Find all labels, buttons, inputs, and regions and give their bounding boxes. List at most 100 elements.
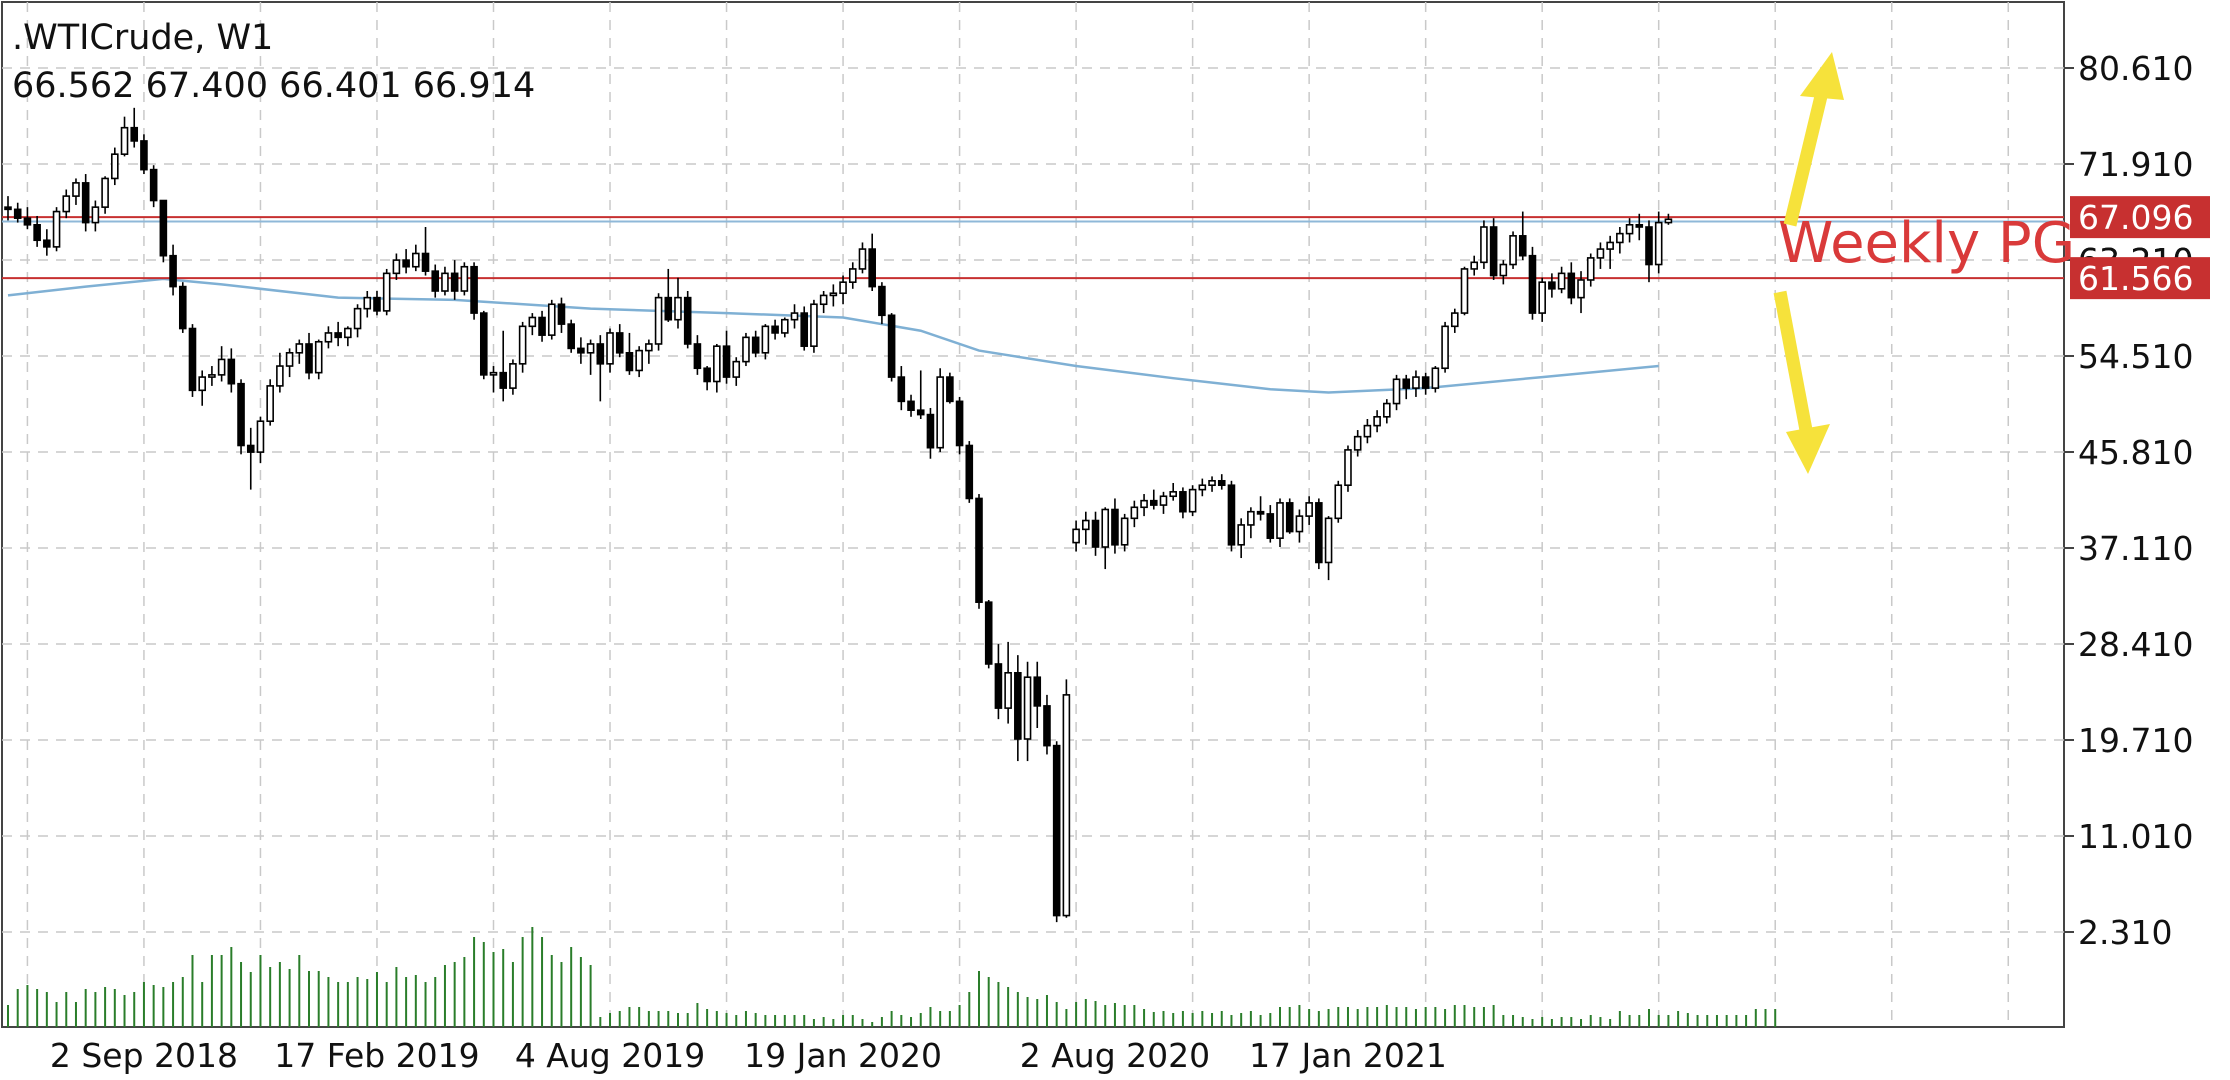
candle-body-down — [567, 323, 575, 350]
candle-body-up — [1596, 248, 1605, 259]
candle-body-down — [1635, 224, 1644, 228]
candle-body-up — [217, 358, 226, 376]
candle-body-down — [577, 347, 585, 354]
candle — [198, 370, 206, 406]
candle — [178, 282, 187, 333]
candle — [1480, 220, 1488, 269]
candle-body-down — [887, 314, 896, 378]
candle — [1198, 478, 1207, 497]
price-tag-label: 61.566 — [2078, 259, 2193, 298]
candle-body-down — [907, 400, 915, 411]
candle-body-up — [1276, 502, 1284, 539]
candle — [1217, 474, 1226, 490]
candle — [615, 324, 624, 358]
candle-body-down — [1548, 281, 1556, 290]
candle — [1082, 511, 1090, 545]
candle — [1470, 255, 1479, 276]
candle-body-down — [664, 296, 673, 321]
candle — [62, 189, 71, 219]
y-tick-label: 2.310 — [2078, 913, 2172, 952]
arrow-down-head — [1786, 424, 1830, 474]
candle — [1111, 498, 1119, 554]
candle-body-up — [1353, 435, 1362, 451]
candle — [412, 244, 420, 272]
candle — [878, 282, 886, 325]
candle — [994, 644, 1003, 720]
candle — [547, 299, 556, 340]
candle-body-up — [382, 272, 391, 312]
candle — [926, 407, 935, 459]
candle-body-down — [421, 252, 430, 272]
candle — [577, 337, 585, 364]
candle-body-up — [353, 307, 362, 330]
candle — [936, 368, 944, 453]
candle — [509, 359, 517, 395]
y-tick-label: 11.010 — [2078, 817, 2193, 856]
candle — [1528, 246, 1537, 320]
candle-body-up — [810, 303, 818, 347]
candle-body-down — [237, 382, 245, 447]
candle-body-down — [402, 259, 410, 268]
candle — [159, 199, 168, 263]
candle — [227, 348, 236, 393]
candle — [1548, 273, 1556, 298]
candle-body-up — [1664, 218, 1673, 224]
x-tick-label: 17 Feb 2019 — [274, 1036, 479, 1075]
candle — [868, 233, 876, 292]
candle-body-down — [1227, 484, 1236, 546]
candle-body-down — [305, 343, 313, 374]
candle — [1023, 661, 1032, 762]
candle — [1033, 661, 1042, 728]
candle-body-up — [1082, 519, 1090, 531]
candle — [1596, 242, 1605, 269]
candle — [450, 260, 459, 300]
candle-body-up — [101, 177, 109, 208]
candle-body-down — [975, 497, 983, 603]
candle — [1043, 694, 1051, 755]
candle-body-down — [246, 444, 255, 453]
candle-body-down — [1266, 513, 1275, 539]
candle-body-up — [1412, 376, 1420, 389]
candle-body-up — [314, 340, 323, 374]
candle-body-up — [1373, 415, 1381, 427]
candle-body-down — [159, 199, 168, 257]
candle — [1450, 308, 1459, 333]
candle-body-up — [1383, 402, 1391, 418]
candle — [897, 366, 906, 411]
candle-body-down — [625, 351, 634, 372]
chart-symbol-title: .WTICrude, W1 — [12, 18, 274, 58]
candle — [33, 215, 41, 247]
candle-body-down — [557, 303, 566, 325]
candle-body-down — [596, 343, 605, 365]
candle — [91, 200, 100, 232]
candle — [703, 366, 711, 391]
candle-body-up — [198, 376, 206, 392]
candle-body-down — [178, 285, 187, 330]
candle — [1247, 507, 1255, 539]
x-tick-label: 2 Aug 2020 — [1020, 1036, 1210, 1075]
candle — [1014, 655, 1022, 762]
candle — [479, 310, 488, 380]
candle-body-down — [227, 358, 236, 385]
candle — [1625, 218, 1634, 243]
candle — [382, 268, 391, 316]
candle — [431, 264, 440, 298]
candle-body-up — [120, 126, 129, 155]
candle-body-down — [188, 327, 197, 392]
candle-body-up — [829, 292, 838, 297]
candle-body-up — [674, 296, 682, 321]
candle — [1421, 372, 1430, 395]
candle-body-up — [62, 195, 71, 213]
candle — [421, 227, 430, 276]
candle-body-up — [936, 376, 944, 449]
candle — [276, 352, 284, 393]
candle-body-down — [43, 239, 51, 248]
candle-body-down — [1217, 479, 1226, 487]
candle-body-down — [169, 254, 177, 288]
candle — [140, 134, 148, 175]
candle — [81, 174, 90, 232]
candle-body-up — [547, 303, 556, 336]
candle-body-down — [149, 168, 158, 202]
